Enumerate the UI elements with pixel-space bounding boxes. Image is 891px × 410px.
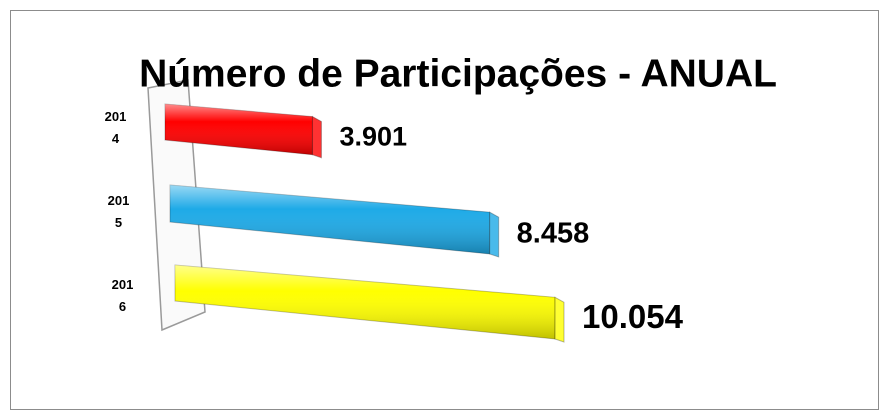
category-label: 2016: [111, 277, 134, 314]
bar-shade: [165, 104, 313, 155]
value-label: 8.458: [517, 217, 590, 249]
bar-shade: [175, 265, 555, 339]
bar-end: [554, 296, 565, 343]
bar-shade: [170, 185, 490, 254]
category-label: 2015: [107, 193, 130, 230]
bar-end: [311, 115, 322, 159]
bar-end: [489, 211, 500, 258]
chart-title: Número de Participações - ANUAL: [139, 52, 777, 95]
value-label: 10.054: [582, 298, 684, 335]
category-label: 2014: [104, 109, 127, 146]
value-label: 3.901: [339, 122, 407, 152]
